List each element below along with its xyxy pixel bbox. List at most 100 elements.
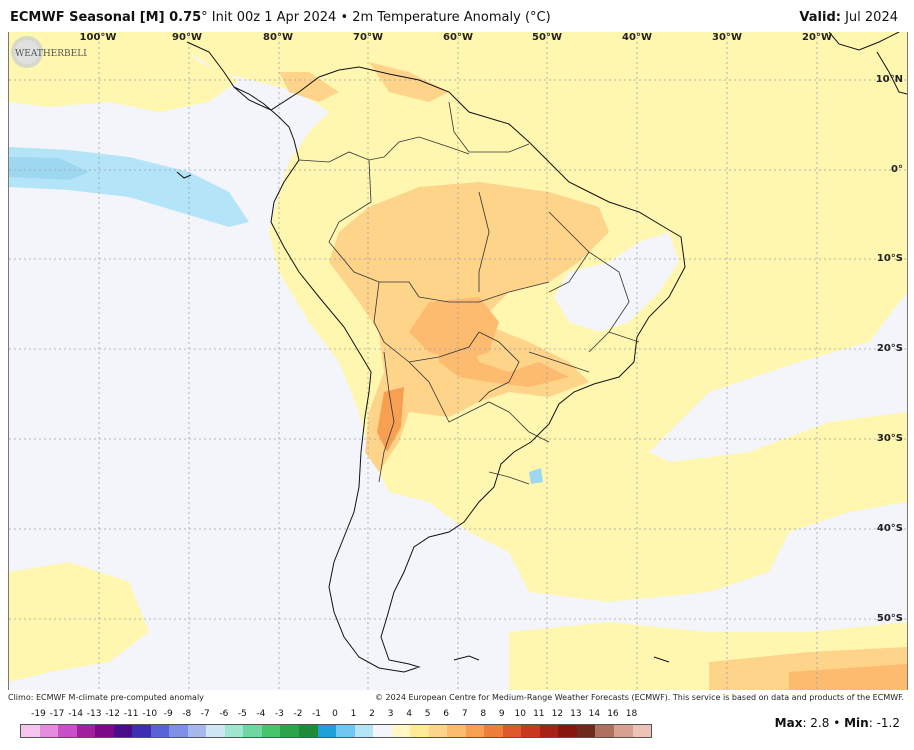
max-min-stats: Max: 2.8 • Min: -1.2	[775, 716, 900, 730]
valid-date: Valid: Jul 2024	[799, 10, 898, 25]
footer: Climo: ECMWF M-climate pre-computed anom…	[8, 690, 906, 704]
colorbar-label: 16	[607, 709, 619, 719]
colorbar-swatch	[280, 725, 299, 737]
colorbar-swatch	[206, 725, 225, 737]
colorbar-label: 3	[387, 709, 394, 719]
colorbar-labels: -19 -17 -14 -13 -12 -11 -10 -9 -8 -7 -6 -5 -4 -3 -2 -1 0…	[20, 709, 650, 722]
colorbar-label: 0	[332, 709, 338, 719]
colorbar-label: -17	[49, 709, 65, 719]
colorbar-label: -11	[123, 709, 139, 719]
colorbar-swatch	[558, 725, 577, 737]
min-value: : -1.2	[868, 716, 900, 730]
stats-separator: •	[829, 716, 845, 730]
colorbar-swatch	[76, 725, 96, 737]
anomaly-shading	[9, 32, 907, 690]
lon-label: 50°W	[532, 32, 562, 43]
anomaly-map: 100°W 90°W 80°W 70°W 60°W 50°W 40°W 30°W…	[8, 32, 908, 690]
borders	[298, 101, 640, 485]
colorbar-swatch	[21, 725, 40, 737]
colorbar-label: 10	[514, 709, 527, 719]
colorbar-label: 7	[461, 709, 468, 719]
colorbar-label: 9	[498, 709, 505, 719]
colorbar-label: 12	[551, 709, 564, 719]
colorbar-swatch	[484, 725, 503, 737]
lon-label: 30°W	[712, 32, 742, 43]
lon-label: 70°W	[353, 32, 383, 43]
map-canvas	[9, 32, 907, 690]
colorbar-label: 11	[533, 709, 545, 719]
colorbar-label: 6	[443, 709, 450, 719]
coastlines	[176, 32, 907, 673]
colorbar-swatch	[336, 725, 355, 737]
colorbar-label: 18	[625, 709, 638, 719]
colorbar-label: -3	[274, 709, 284, 719]
colorbar-label: -13	[86, 709, 102, 719]
colorbar-swatch	[502, 725, 522, 737]
colorbar-swatch	[465, 725, 485, 737]
lat-label: 10°S	[876, 253, 903, 264]
colorbar-swatch	[224, 725, 244, 737]
colorbar-label: -19	[31, 709, 46, 719]
valid-value: Jul 2024	[845, 10, 898, 25]
colorbar-swatch	[132, 725, 151, 737]
lon-label: 90°W	[172, 32, 202, 43]
colorbar-swatch	[391, 725, 411, 737]
max-value: : 2.8	[802, 716, 830, 730]
lon-label: 100°W	[79, 32, 117, 43]
colorbar-label: 13	[570, 709, 582, 719]
title-model: ECMWF Seasonal [M] 0.75	[10, 10, 202, 25]
colorbar-label: 8	[480, 709, 487, 719]
weatherbell-logo: WEATHERBELL	[11, 36, 87, 68]
lat-label: 30°S	[876, 433, 903, 444]
colorbar-label: -7	[200, 709, 210, 719]
lat-label: 40°S	[876, 523, 903, 534]
lon-label: 40°W	[622, 32, 652, 43]
colorbar-swatch	[632, 725, 652, 737]
title-details: ° Init 00z 1 Apr 2024 • 2m Temperature A…	[201, 10, 551, 25]
colorbar-label: -5	[237, 709, 247, 719]
colorbar-swatch	[298, 725, 318, 737]
colorbar-swatch	[595, 725, 614, 737]
colorbar-label: -12	[105, 709, 120, 719]
chart-title: ECMWF Seasonal [M] 0.75° Init 00z 1 Apr …	[10, 10, 551, 25]
colorbar-label: -1	[311, 709, 321, 719]
colorbar	[20, 724, 652, 738]
colorbar-swatch	[261, 725, 281, 737]
colorbar-label: 14	[588, 709, 601, 719]
colorbar-swatch	[169, 725, 188, 737]
colorbar-label: -6	[219, 709, 229, 719]
colorbar-swatch	[410, 725, 429, 737]
colorbar-label: 4	[406, 709, 412, 719]
colorbar-label: -2	[293, 709, 303, 719]
colorbar-label: -8	[182, 709, 192, 719]
colorbar-swatch	[576, 725, 596, 737]
colorbar-swatch	[113, 725, 133, 737]
colorbar-swatch	[539, 725, 559, 737]
header: ECMWF Seasonal [M] 0.75° Init 00z 1 Apr …	[0, 0, 914, 32]
colorbar-swatch	[317, 725, 337, 737]
colorbar-label: 2	[369, 709, 375, 719]
colorbar-swatch	[243, 725, 262, 737]
colorbar-swatch	[39, 725, 59, 737]
lat-label: 10°N	[875, 74, 903, 85]
colorbar-swatch	[428, 725, 448, 737]
colorbar-label: 5	[424, 709, 431, 719]
colorbar-label: -14	[68, 709, 83, 719]
logo-text: WEATHERBELL	[15, 49, 87, 59]
colorbar-label: 1	[350, 709, 357, 719]
colorbar-swatch	[373, 725, 392, 737]
colorbar-label: -9	[163, 709, 173, 719]
lon-label: 20°W	[802, 32, 832, 43]
lat-label: 0°	[891, 164, 903, 175]
climo-note: Climo: ECMWF M-climate pre-computed anom…	[8, 693, 204, 702]
colorbar-label: -4	[256, 709, 266, 719]
copyright-note: © 2024 European Centre for Medium-Range …	[375, 693, 904, 702]
colorbar-swatch	[521, 725, 540, 737]
lon-label: 60°W	[443, 32, 473, 43]
lon-label: 80°W	[263, 32, 293, 43]
colorbar-swatch	[187, 725, 207, 737]
min-label: Min	[844, 716, 869, 730]
colorbar-swatch	[447, 725, 466, 737]
colorbar-swatch	[150, 725, 170, 737]
lat-label: 20°S	[876, 343, 903, 354]
